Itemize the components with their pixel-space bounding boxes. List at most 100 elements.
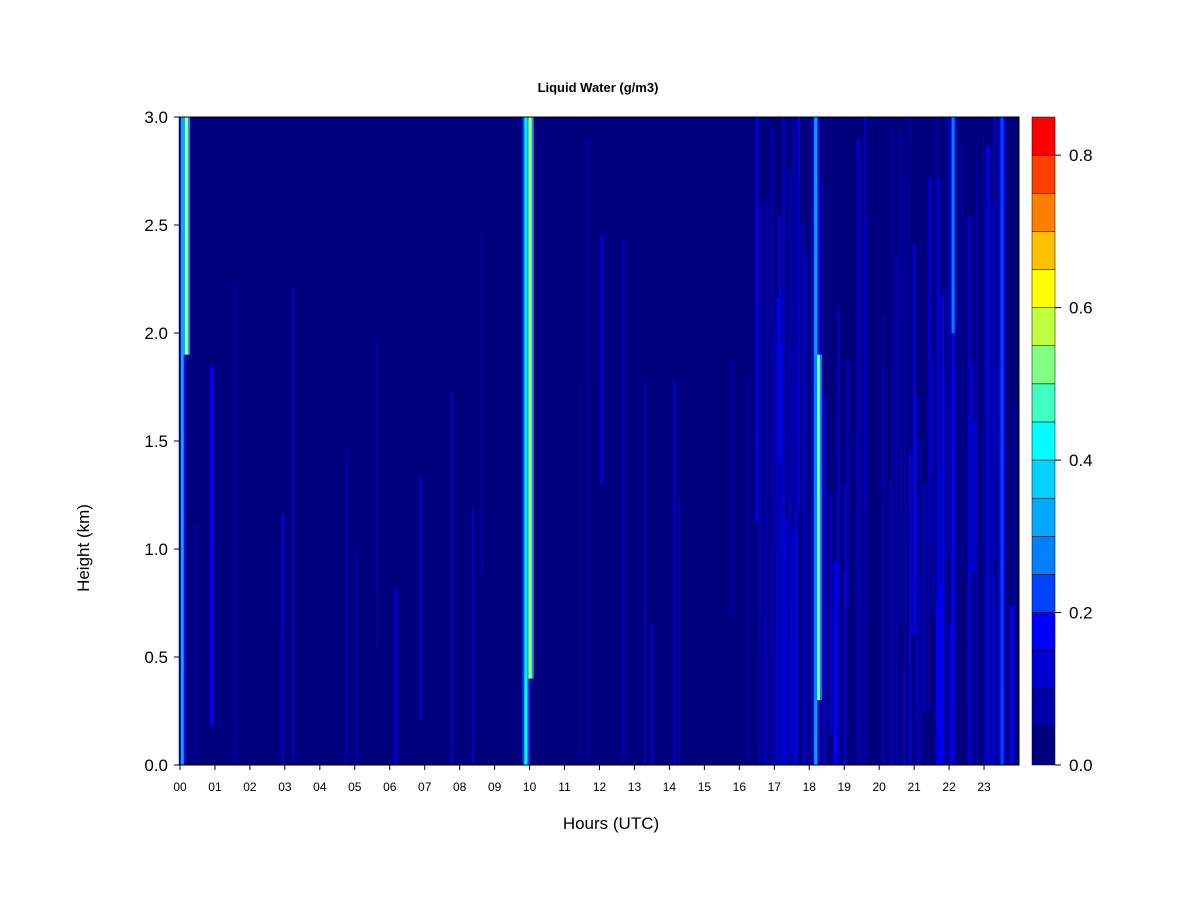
heatmap-streak bbox=[757, 310, 761, 650]
heatmap-streak bbox=[882, 314, 885, 765]
heatmap-streak bbox=[834, 561, 838, 765]
x-tick-label: 10 bbox=[523, 780, 537, 794]
heatmap-streak bbox=[778, 215, 781, 464]
heatmap-streak bbox=[644, 376, 646, 765]
x-tick-label: 07 bbox=[418, 780, 432, 794]
x-tick-label: 04 bbox=[313, 780, 327, 794]
x-tick-label: 05 bbox=[348, 780, 362, 794]
heatmap-streak bbox=[846, 356, 849, 606]
heatmap-streak bbox=[970, 362, 974, 765]
colorbar-tick-label: 0.2 bbox=[1069, 604, 1093, 623]
colorbar-cell bbox=[1031, 269, 1056, 308]
heatmap-streak bbox=[822, 396, 827, 765]
heatmap-streak bbox=[986, 145, 990, 766]
heatmap-streak bbox=[804, 251, 807, 765]
heatmap-streak bbox=[944, 377, 947, 765]
heatmap-streak bbox=[774, 635, 777, 765]
heatmap-streak bbox=[773, 322, 778, 553]
heatmap-feature bbox=[816, 354, 820, 701]
heatmap-streak bbox=[928, 178, 932, 546]
heatmap-streak bbox=[863, 117, 866, 508]
heatmap-streak bbox=[898, 133, 903, 627]
heatmap-streak bbox=[418, 475, 422, 721]
heatmap-streak bbox=[820, 183, 824, 688]
heatmap-streak bbox=[480, 231, 483, 575]
heatmap-streak bbox=[941, 294, 945, 765]
heatmap-streak bbox=[930, 354, 934, 615]
heatmap-streak bbox=[912, 244, 916, 635]
heatmap-streak bbox=[579, 382, 581, 765]
colorbar-cell bbox=[1031, 574, 1056, 613]
heatmap-streak bbox=[784, 518, 788, 765]
heatmap-streak bbox=[1009, 605, 1013, 765]
colorbar-cell bbox=[1031, 383, 1056, 423]
heatmap-streak bbox=[233, 282, 237, 765]
heatmap-streak bbox=[895, 255, 897, 766]
colorbar: 0.0 0.2 0.4 0.6 0.8 bbox=[1031, 116, 1093, 775]
heatmap-feature bbox=[524, 117, 528, 765]
heatmap-streak bbox=[747, 378, 750, 765]
colorbar-cell bbox=[1031, 154, 1056, 194]
x-tick-label: 13 bbox=[628, 780, 642, 794]
heatmap-feature bbox=[528, 117, 532, 679]
heatmap-streak bbox=[600, 234, 604, 484]
x-tick-label: 15 bbox=[698, 780, 712, 794]
heatmap-streak bbox=[961, 143, 964, 580]
heatmap-streak bbox=[903, 175, 906, 671]
heatmap-streak bbox=[976, 161, 978, 765]
heatmap-streak bbox=[783, 598, 786, 765]
heatmap-streak bbox=[376, 339, 378, 652]
y-tick-label: 2.0 bbox=[144, 324, 168, 343]
x-tick-label: 12 bbox=[593, 780, 607, 794]
x-axis: 00 01 02 03 04 05 06 07 08 09 10 11 12 13 14 15 16 17 18 19… bbox=[173, 765, 991, 794]
heatmap-streak bbox=[919, 438, 922, 765]
heatmap-streak bbox=[791, 117, 794, 504]
x-tick-label: 11 bbox=[558, 780, 571, 794]
colorbar-tick-label: 0.4 bbox=[1069, 451, 1093, 470]
y-axis-label: Height (km) bbox=[74, 504, 93, 592]
heatmap-streak bbox=[922, 484, 926, 711]
heatmap-streak bbox=[972, 420, 977, 573]
heatmap-feature bbox=[184, 117, 188, 355]
heatmap-streak bbox=[939, 585, 943, 765]
heatmap-streak bbox=[908, 117, 911, 454]
heatmap-streak bbox=[794, 506, 798, 765]
heatmap-streak bbox=[891, 128, 895, 765]
heatmap-streak bbox=[451, 392, 453, 765]
colorbar-cell bbox=[1031, 497, 1056, 537]
heatmap-streak bbox=[982, 199, 987, 766]
heatmap-streak bbox=[802, 222, 805, 765]
heatmap-feature bbox=[951, 117, 955, 333]
heatmap-streak bbox=[844, 484, 847, 765]
heatmap-streak bbox=[798, 117, 800, 509]
x-tick-label: 22 bbox=[942, 780, 956, 794]
plot-area bbox=[178, 116, 1020, 766]
heatmap-background bbox=[180, 117, 1019, 765]
heatmap-streak bbox=[280, 624, 283, 765]
heatmap-streak bbox=[793, 117, 797, 536]
colorbar-cell bbox=[1031, 116, 1056, 156]
heatmap-feature bbox=[180, 117, 184, 765]
x-tick-label: 09 bbox=[488, 780, 502, 794]
colorbar-cell bbox=[1031, 421, 1056, 461]
x-tick-label: 01 bbox=[208, 780, 222, 794]
x-tick-label: 00 bbox=[173, 780, 187, 794]
heatmap-streak bbox=[782, 117, 785, 635]
heatmap-streak bbox=[935, 117, 938, 602]
colorbar-cell bbox=[1031, 650, 1056, 690]
heatmap-streak bbox=[953, 270, 957, 765]
colorbar-cell bbox=[1031, 536, 1056, 575]
heatmap-streak bbox=[1013, 406, 1016, 765]
colorbar-cell bbox=[1031, 307, 1056, 346]
y-axis: 0.0 0.5 1.0 1.5 2.0 2.5 3.0 bbox=[144, 108, 180, 775]
heatmap-streak bbox=[194, 523, 197, 765]
heatmap-streak bbox=[890, 483, 892, 765]
heatmap-streak bbox=[967, 215, 971, 765]
heatmap-streak bbox=[292, 287, 295, 765]
heatmap-streak bbox=[829, 494, 833, 734]
colorbar-cell bbox=[1031, 612, 1056, 651]
heatmap-streak bbox=[946, 117, 950, 559]
x-tick-label: 20 bbox=[872, 780, 886, 794]
x-axis-label: Hours (UTC) bbox=[563, 814, 659, 833]
colorbar-tick-label: 0.8 bbox=[1069, 146, 1093, 165]
